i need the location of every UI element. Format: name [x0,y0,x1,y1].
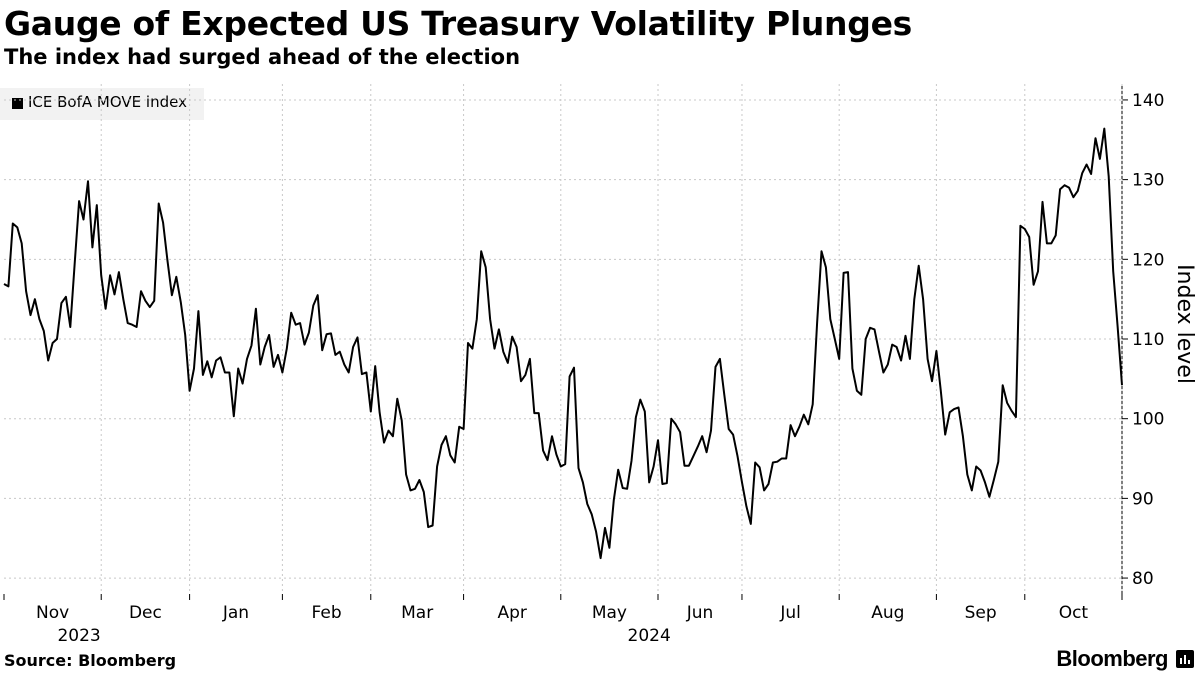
x-tick-label: May [592,603,627,623]
chart-subtitle: The index had surged ahead of the electi… [4,45,521,69]
y-axis-title: Index level [1172,264,1197,384]
y-tick-label: 120 [1132,250,1164,270]
x-tick-label: Mar [401,603,433,623]
x-tick-label: Apr [497,603,526,623]
x-tick-label: Dec [129,603,162,623]
x-year-label: 2024 [628,626,671,646]
legend [0,88,204,120]
legend-label: ICE BofA MOVE index [28,93,187,111]
series-line-move-index [3,127,1123,560]
chart-title: Gauge of Expected US Treasury Volatility… [4,4,912,43]
y-tick-label: 90 [1132,489,1154,509]
y-tick-label: 100 [1132,410,1164,430]
x-tick-label: Sep [965,603,997,623]
x-tick-label: Nov [36,603,69,623]
x-tick-label: Jan [222,603,249,623]
y-tick-label: 130 [1132,171,1164,191]
y-tick-label: 110 [1132,330,1164,350]
x-tick-label: Aug [871,603,904,623]
brand-logo: Bloomberg [1056,646,1168,671]
y-tick-label: 80 [1132,569,1154,589]
x-year-label: 2023 [57,626,100,646]
bloomberg-bars-icon [1176,650,1194,668]
y-tick-label: 140 [1132,91,1164,111]
legend-swatch-icon [12,98,23,109]
x-tick-label: Oct [1059,603,1089,623]
x-tick-label: Jun [686,603,714,623]
x-tick-label: Feb [312,603,342,623]
x-tick-label: Jul [779,603,801,623]
source-note: Source: Bloomberg [4,651,177,670]
